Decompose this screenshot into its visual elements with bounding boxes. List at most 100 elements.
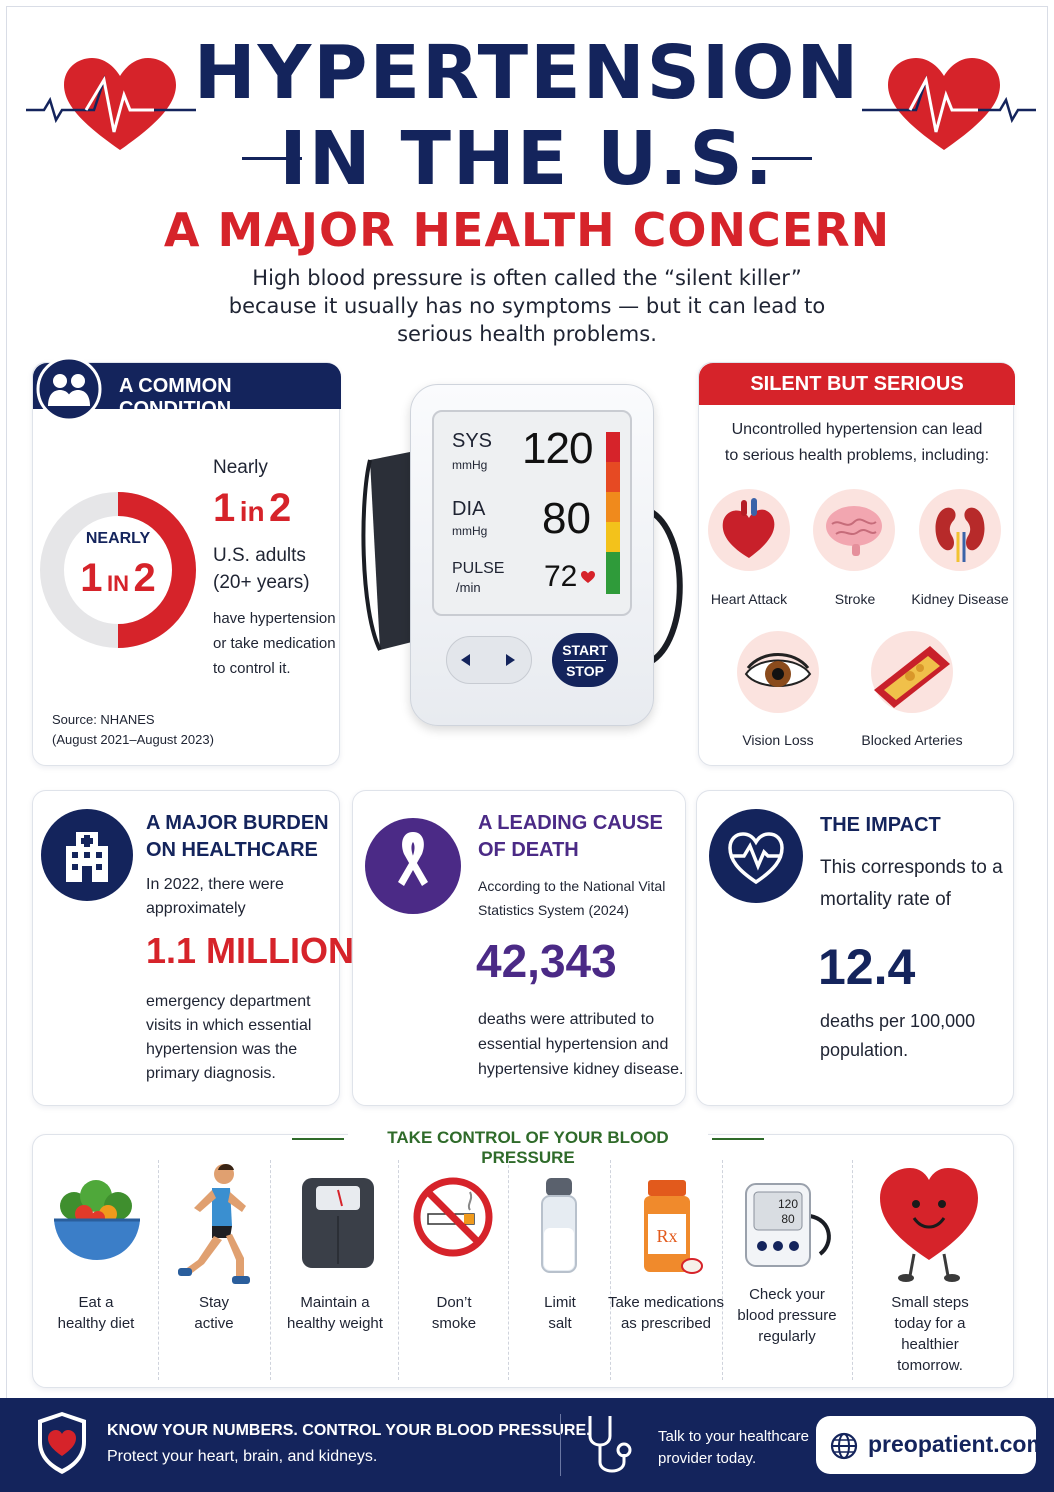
death-pre1: According to the National Vital bbox=[478, 878, 666, 894]
bp-color-scale bbox=[606, 432, 620, 594]
tip-steps-line2: today for a bbox=[894, 1315, 966, 1332]
runner-icon bbox=[178, 1164, 250, 1284]
people-icon bbox=[36, 356, 102, 422]
sys-label: SYS bbox=[452, 430, 493, 452]
tip-check-line3: regularly bbox=[758, 1328, 816, 1345]
website-label: preopatient.com bbox=[868, 1431, 1047, 1457]
title-rule-right bbox=[752, 157, 812, 160]
scale-icon bbox=[302, 1178, 374, 1268]
heart-ecg-right-icon bbox=[862, 58, 1036, 150]
burden-pre1: In 2022, there were bbox=[146, 876, 284, 893]
organ-label-stroke: Stroke bbox=[834, 591, 876, 607]
take-control-card bbox=[32, 1134, 1014, 1388]
right-arrow-icon[interactable] bbox=[502, 652, 518, 668]
big-num1: 1 bbox=[213, 486, 236, 530]
impact-heading: THE IMPACT bbox=[820, 814, 941, 836]
intro-text: High blood pressure is often called the … bbox=[228, 266, 826, 346]
page-title-line2: IN THE U.S. bbox=[279, 116, 775, 202]
tip-active-line2: active bbox=[194, 1315, 234, 1332]
stethoscope-icon bbox=[588, 1416, 632, 1473]
death-big: 42,343 bbox=[476, 935, 617, 987]
dia-label: DIA bbox=[452, 498, 486, 520]
footer-line1: KNOW YOUR NUMBERS. CONTROL YOUR BLOOD PR… bbox=[107, 1422, 591, 1439]
tip-medication: Take medications as prescribed bbox=[606, 1292, 726, 1334]
burden-post2: visits in which essential bbox=[146, 1017, 312, 1034]
kidney-icon bbox=[919, 489, 1001, 571]
organ-label-kidney: Kidney Disease bbox=[911, 591, 1009, 607]
impact-post2: population. bbox=[820, 1040, 909, 1060]
tip-active: Stay active bbox=[160, 1292, 268, 1334]
silent-desc1: Uncontrolled hypertension can lead bbox=[731, 421, 983, 438]
big-num2: 2 bbox=[269, 486, 292, 530]
bp-monitor-small-icon: 120 80 bbox=[745, 1183, 831, 1267]
tip-smoke-line2: smoke bbox=[431, 1315, 477, 1332]
heart-ecg-left-icon bbox=[26, 58, 196, 150]
sys-value: 120 bbox=[522, 424, 593, 473]
tip-steps-line4: tomorrow. bbox=[897, 1357, 963, 1374]
burden-post3: hypertension was the bbox=[146, 1041, 298, 1058]
burden-heading2: ON HEALTHCARE bbox=[146, 839, 318, 861]
tip-medication-line2: as prescribed bbox=[620, 1315, 712, 1332]
footer-divider bbox=[560, 1414, 561, 1476]
small-monitor-sys: 120 bbox=[778, 1197, 798, 1211]
hospital-icon bbox=[41, 809, 133, 901]
donut-label-top: NEARLY bbox=[85, 530, 151, 547]
blocked-artery-icon bbox=[871, 631, 953, 713]
burden-post1: emergency department bbox=[146, 993, 311, 1010]
donut-chart bbox=[40, 492, 196, 648]
burden-big: 1.1 MILLION bbox=[146, 930, 355, 971]
tip-check-bp: Check your blood pressure regularly bbox=[724, 1284, 850, 1347]
awareness-ribbon-icon bbox=[365, 818, 461, 914]
control-rule-right bbox=[712, 1138, 764, 1140]
salad-bowl-icon bbox=[54, 1180, 140, 1260]
website-link[interactable]: preopatient.com bbox=[816, 1416, 1047, 1474]
eye-icon bbox=[737, 631, 819, 713]
footer-talk: Talk to your healthcare provider today. bbox=[658, 1426, 818, 1470]
death-heading1: A LEADING CAUSE bbox=[478, 812, 663, 834]
salt-shaker-icon bbox=[541, 1178, 577, 1273]
impact-pre2: mortality rate of bbox=[820, 889, 951, 910]
death-post3: hypertensive kidney disease. bbox=[478, 1061, 684, 1078]
tip-diet-line1: Eat a bbox=[78, 1294, 114, 1311]
footer-talk-line1: Talk to your healthcare bbox=[658, 1428, 809, 1445]
donut-label-num2: 2 bbox=[133, 556, 156, 600]
control-rule-left bbox=[292, 1138, 344, 1140]
tip-weight: Maintain a healthy weight bbox=[272, 1292, 398, 1334]
pulse-label: PULSE bbox=[452, 560, 505, 577]
nearly-label: Nearly bbox=[213, 457, 268, 478]
tip-small-steps: Small steps today for a healthier tomorr… bbox=[860, 1292, 1000, 1376]
tip-weight-line1: Maintain a bbox=[300, 1294, 370, 1311]
tip-steps-line3: healthier bbox=[901, 1336, 959, 1353]
footer-talk-line2: provider today. bbox=[658, 1450, 757, 1467]
tip-salt: Limit salt bbox=[510, 1292, 610, 1334]
donut-label-num1: 1 bbox=[80, 556, 103, 600]
arrow-buttons[interactable] bbox=[446, 636, 532, 684]
donut-label-in: IN bbox=[107, 571, 129, 596]
title-rule-left bbox=[242, 157, 302, 160]
tip-smoke-line1: Don’t bbox=[436, 1294, 472, 1311]
common-line2: (20+ years) bbox=[213, 572, 310, 593]
heart-pulse-icon bbox=[709, 809, 803, 903]
page-title-line1: HYPERTENSION bbox=[193, 30, 861, 116]
common-line1: U.S. adults bbox=[213, 545, 306, 566]
separator-2 bbox=[270, 1160, 271, 1380]
shield-heart-icon bbox=[38, 1412, 86, 1474]
separator-1 bbox=[158, 1160, 159, 1380]
tip-check-line2: blood pressure bbox=[737, 1307, 837, 1324]
globe-icon bbox=[830, 1432, 858, 1460]
tip-steps-line1: Small steps bbox=[891, 1294, 969, 1311]
bp-cuff-image bbox=[361, 450, 683, 665]
pulse-unit: /min bbox=[456, 580, 481, 595]
left-arrow-icon[interactable] bbox=[458, 652, 474, 668]
start-stop-button[interactable]: START STOP bbox=[552, 633, 618, 687]
silent-desc2: to serious health problems, including: bbox=[724, 447, 990, 464]
common-line5: to control it. bbox=[213, 660, 291, 677]
pulse-value: 72 bbox=[544, 560, 578, 593]
separator-4 bbox=[508, 1160, 509, 1380]
death-pre2: Statistics System (2024) bbox=[478, 902, 629, 918]
impact-pre1: This corresponds to a bbox=[820, 857, 1003, 878]
impact-big: 12.4 bbox=[818, 939, 916, 995]
tip-active-line1: Stay bbox=[198, 1294, 229, 1311]
death-post2: essential hypertension and bbox=[478, 1036, 669, 1053]
separator-5 bbox=[610, 1160, 611, 1380]
